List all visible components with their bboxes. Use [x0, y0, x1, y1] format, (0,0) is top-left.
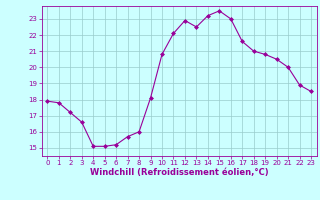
- X-axis label: Windchill (Refroidissement éolien,°C): Windchill (Refroidissement éolien,°C): [90, 168, 268, 177]
